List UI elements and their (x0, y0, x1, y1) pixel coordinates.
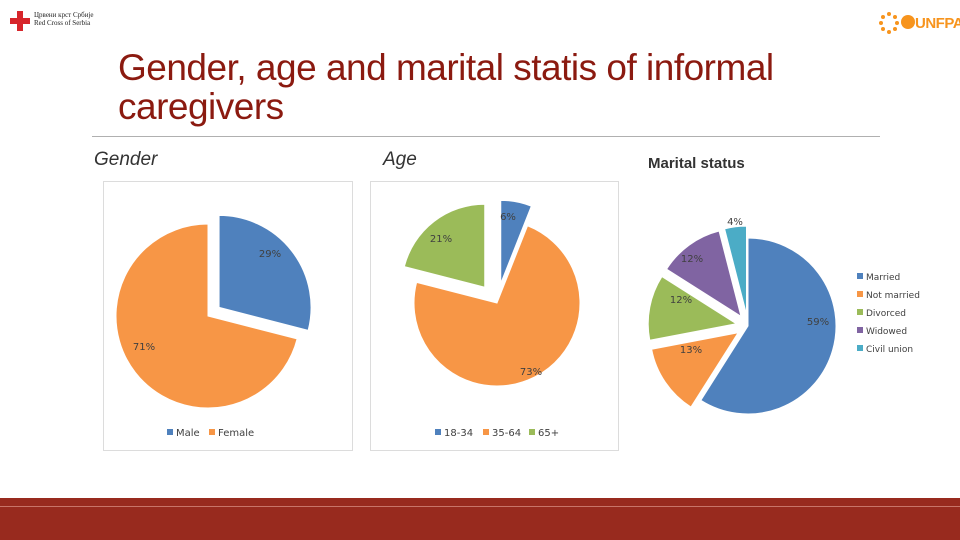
age-legend-swatch-65 (529, 429, 535, 435)
age-slice-65 (403, 203, 486, 288)
footer-line (0, 506, 960, 507)
red-cross-text: Црвени крст Србије Red Cross of Serbia (34, 11, 94, 27)
marital-status-slice-civil-union (724, 225, 747, 315)
age-slice-35-64 (413, 225, 581, 387)
marital-status-legend-label-divorced: Divorced (866, 309, 906, 319)
red-cross-icon (10, 11, 30, 31)
marital-status-label-divorced: 12% (670, 295, 692, 306)
marital-status-legend-label-not-married: Not married (866, 291, 920, 301)
title-divider (92, 136, 880, 137)
marital-status-legend-swatch-married (857, 273, 863, 279)
marital-status-legend-swatch-civil-union (857, 345, 863, 351)
gender-label-female: 71% (133, 342, 155, 353)
marital-status-label-civil-union: 4% (727, 217, 743, 228)
marital-status-legend-swatch-widowed (857, 327, 863, 333)
gender-legend-swatch-male (167, 429, 173, 435)
gender-legend-label-male: Male (176, 428, 200, 439)
unfpa-dots-icon (879, 12, 899, 34)
section-heading-gender: Gender (94, 149, 158, 170)
marital-status-legend-label-civil-union: Civil union (866, 345, 913, 355)
marital-status-slice-married (700, 237, 837, 415)
age-legend-swatch-35-64 (483, 429, 489, 435)
marital-status-slice-divorced (647, 275, 738, 341)
marital-status-legend-swatch-divorced (857, 309, 863, 315)
gender-slice-male (218, 214, 312, 331)
red-cross-logo: Црвени крст Србије Red Cross of Serbia (10, 8, 130, 38)
marital-status-label-not-married: 13% (680, 345, 702, 356)
unfpa-wordmark: UNFPA (915, 15, 960, 32)
marital-status-legend-swatch-not-married (857, 291, 863, 297)
footer-bar (0, 498, 960, 540)
red-cross-name-english: Red Cross of Serbia (34, 19, 91, 27)
page-title: Gender, age and marital statis of inform… (118, 47, 774, 127)
age-legend-label-35-64: 35-64 (492, 428, 521, 439)
unfpa-logo: UNFPA (879, 8, 960, 38)
gender-legend-swatch-female (209, 429, 215, 435)
gender-label-male: 29% (259, 249, 281, 260)
age-legend-label-18-34: 18-34 (444, 428, 473, 439)
marital-status-slice-widowed (665, 230, 742, 318)
age-legend-label-65: 65+ (538, 428, 559, 439)
age-label-18-34: 6% (500, 212, 516, 223)
age-legend-swatch-18-34 (435, 429, 441, 435)
age-label-65: 21% (430, 234, 452, 245)
marital-status-legend-label-married: Married (866, 273, 900, 283)
gender-legend-label-female: Female (218, 428, 254, 439)
un-globe-icon (901, 15, 915, 29)
section-heading-age: Age (383, 149, 417, 170)
marital-status-label-widowed: 12% (681, 254, 703, 265)
age-slice-18-34 (500, 199, 532, 284)
gender-slice-female (115, 223, 298, 409)
age-label-35-64: 73% (520, 367, 542, 378)
marital-status-legend-label-widowed: Widowed (866, 327, 907, 337)
marital-status-label-married: 59% (807, 317, 829, 328)
section-heading-marital: Marital status (648, 155, 745, 172)
marital-status-slice-not-married (651, 332, 740, 408)
red-cross-name-serbian: Црвени крст Србије (34, 11, 94, 19)
